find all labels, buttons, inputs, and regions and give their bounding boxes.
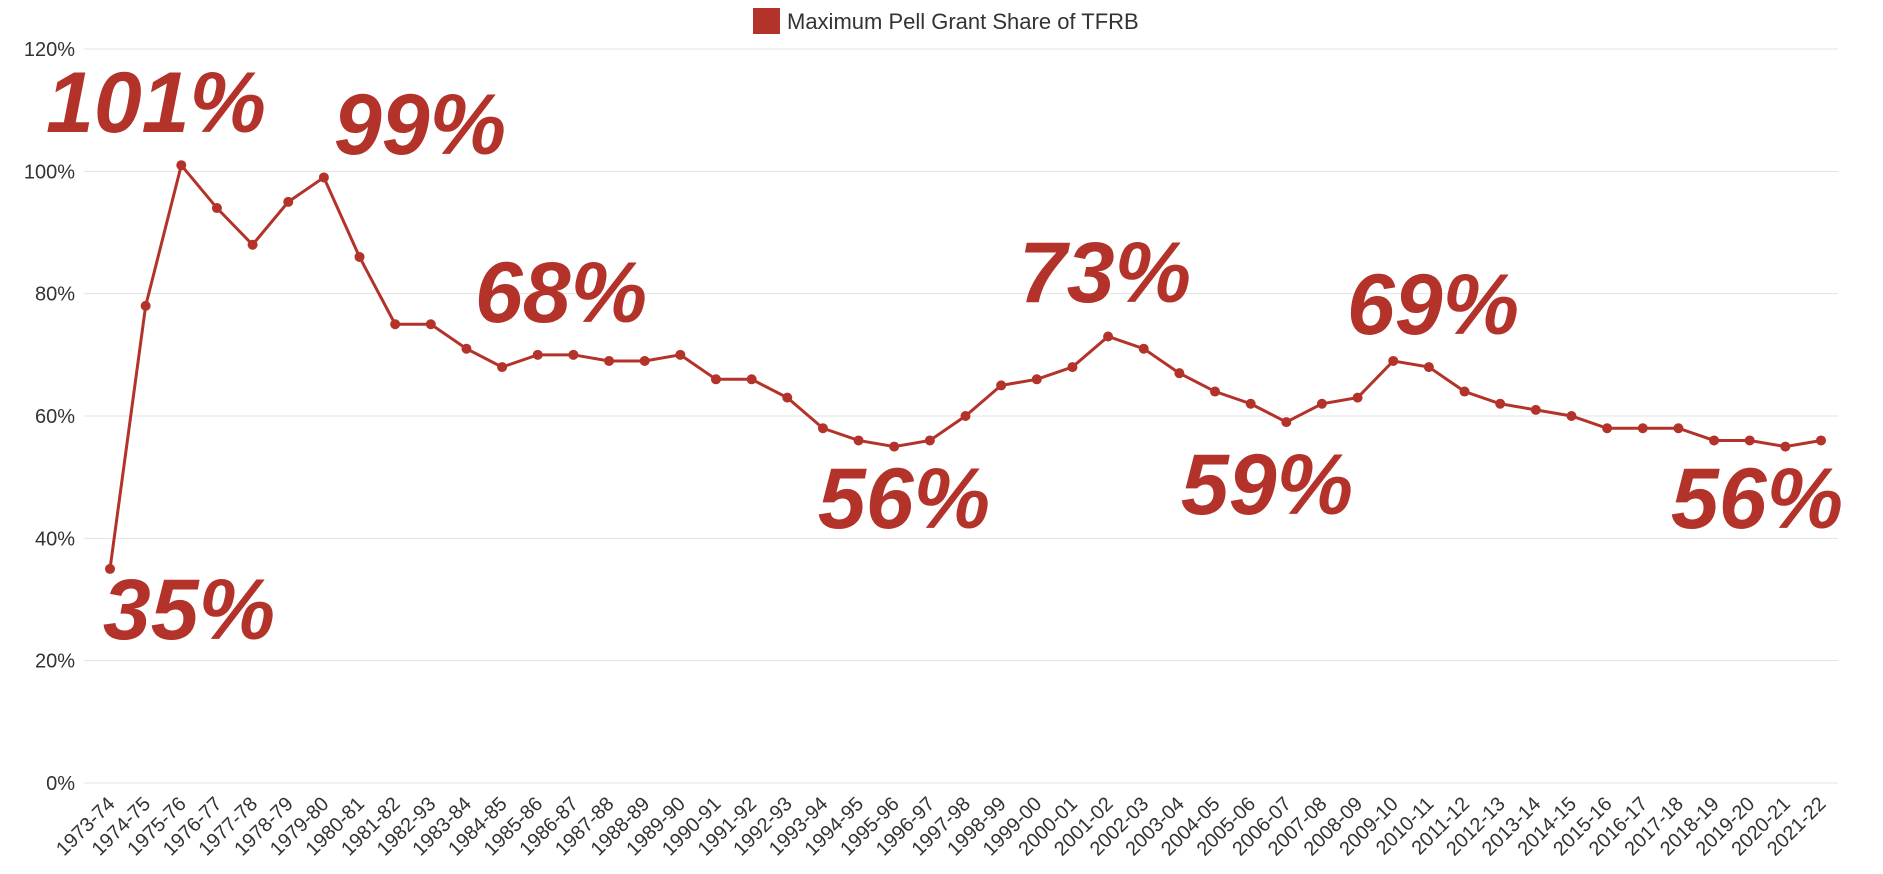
point <box>1638 423 1648 433</box>
point <box>818 423 828 433</box>
point <box>1745 435 1755 445</box>
point <box>212 203 222 213</box>
y-tick-label: 100% <box>24 161 75 183</box>
annotation: 73% <box>1019 225 1191 321</box>
point <box>996 380 1006 390</box>
point <box>1602 423 1612 433</box>
point <box>1566 411 1576 421</box>
point <box>1103 331 1113 341</box>
point <box>355 252 365 262</box>
point <box>782 393 792 403</box>
point <box>533 350 543 360</box>
point <box>1673 423 1683 433</box>
annotation: 68% <box>475 245 647 341</box>
point <box>1531 405 1541 415</box>
point <box>854 435 864 445</box>
y-tick-label: 60% <box>35 406 75 428</box>
y-tick-label: 0% <box>46 773 75 795</box>
annotation: 101% <box>46 55 266 151</box>
y-tick-label: 40% <box>35 528 75 550</box>
y-tick-label: 80% <box>35 284 75 306</box>
point <box>1174 368 1184 378</box>
point <box>141 301 151 311</box>
point <box>925 435 935 445</box>
point <box>961 411 971 421</box>
annotation: 99% <box>334 77 506 173</box>
point <box>1067 362 1077 372</box>
point <box>497 362 507 372</box>
point <box>1816 435 1826 445</box>
point <box>461 344 471 354</box>
point <box>1495 399 1505 409</box>
point <box>1139 344 1149 354</box>
point <box>248 240 258 250</box>
point <box>1032 374 1042 384</box>
point <box>176 160 186 170</box>
point <box>426 319 436 329</box>
point <box>1460 387 1470 397</box>
point <box>283 197 293 207</box>
point <box>1210 387 1220 397</box>
chart: 0%20%40%60%80%100%120%1973-741974-751975… <box>0 0 1883 874</box>
annotation: 56% <box>818 451 990 547</box>
point <box>1353 393 1363 403</box>
annotation: 35% <box>103 562 275 658</box>
point <box>1317 399 1327 409</box>
point <box>640 356 650 366</box>
point <box>1709 435 1719 445</box>
point <box>675 350 685 360</box>
y-tick-label: 20% <box>35 651 75 673</box>
point <box>604 356 614 366</box>
point <box>1246 399 1256 409</box>
point <box>390 319 400 329</box>
point <box>1388 356 1398 366</box>
point <box>747 374 757 384</box>
legend-swatch <box>753 8 780 34</box>
point <box>319 172 329 182</box>
annotation: 59% <box>1181 437 1353 533</box>
point <box>1281 417 1291 427</box>
point <box>568 350 578 360</box>
point <box>711 374 721 384</box>
annotation: 56% <box>1671 451 1843 547</box>
point <box>1424 362 1434 372</box>
annotation: 69% <box>1347 257 1519 353</box>
legend-label: Maximum Pell Grant Share of TFRB <box>787 9 1139 34</box>
